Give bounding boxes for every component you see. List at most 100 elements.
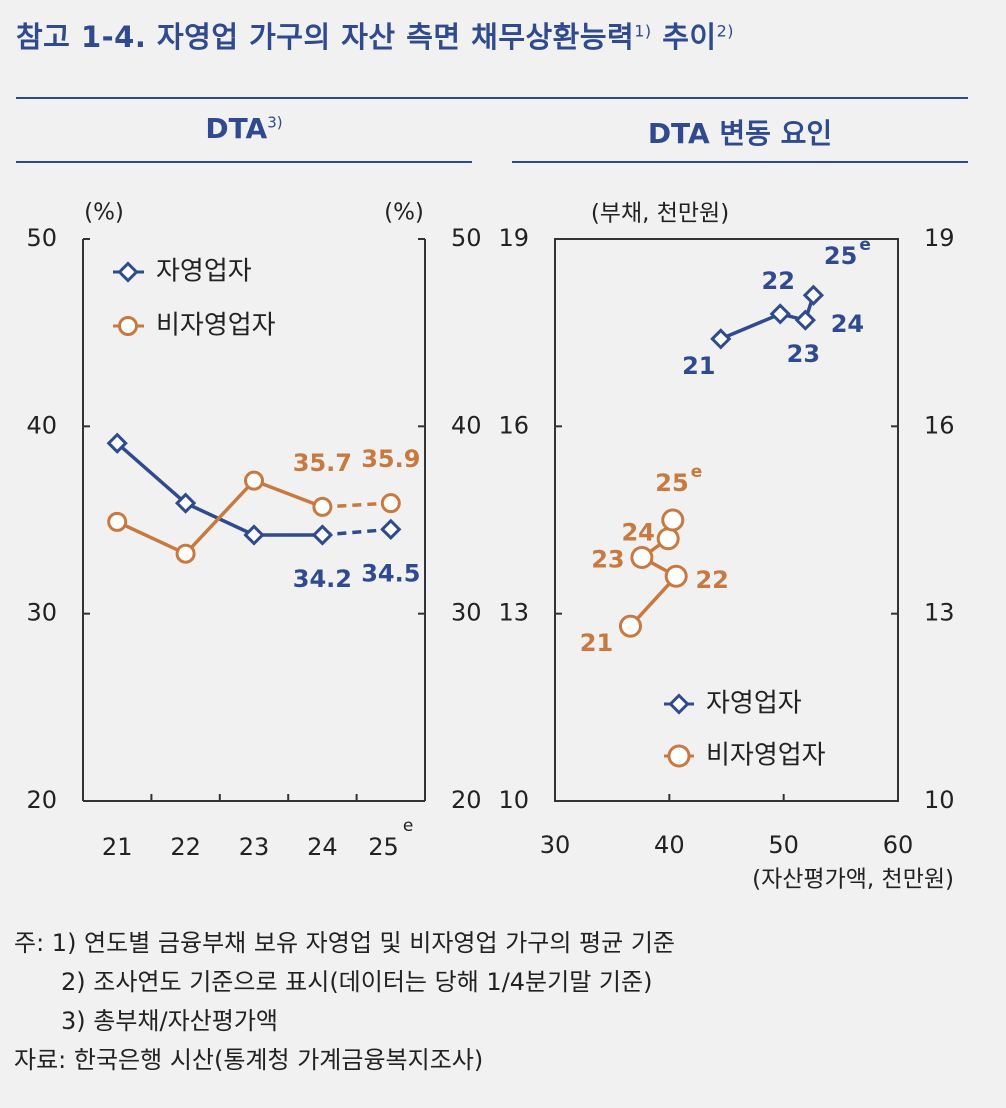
data-point-diamond	[380, 518, 402, 540]
note-line-1: 주: 1) 연도별 금융부채 보유 자영업 및 비자영업 가구의 평균 기준	[14, 929, 676, 957]
x-tick-label-superscript: e	[403, 816, 413, 836]
point-label: 25 e	[655, 462, 702, 497]
data-point-circle	[618, 614, 642, 638]
data-point-diamond	[311, 524, 334, 546]
notes: 주: 1) 연도별 금융부채 보유 자영업 및 비자영업 가구의 평균 기준 2…	[14, 924, 675, 1080]
data-point-circle	[175, 543, 196, 564]
right-panel-rule	[512, 161, 968, 163]
y-tick-label-right: 20	[451, 786, 482, 814]
y-tick-label-right: 30	[451, 599, 482, 627]
data-point-circle	[656, 527, 680, 551]
series-segment	[322, 501, 391, 509]
panel-left-title: DTA3)	[16, 112, 472, 152]
legend-label: 비자영업자	[156, 311, 276, 341]
top-rule	[16, 97, 968, 99]
y-tick-label-right: 19	[924, 224, 955, 252]
point-label: 21	[580, 629, 613, 657]
x-tick-label: 21	[102, 833, 133, 861]
figure-title-sup2: 2)	[716, 21, 735, 41]
legend-label: 자영업자	[156, 257, 252, 287]
y-tick-label-left: 20	[26, 786, 57, 814]
y-tick-label-left: 10	[498, 786, 529, 814]
x-tick-label: 50	[768, 831, 799, 859]
y-axis-label-left: (%)	[84, 200, 124, 226]
point-label: 25 e	[824, 235, 871, 270]
point-label-superscript: e	[859, 235, 871, 255]
data-point-diamond	[106, 432, 128, 454]
panel-left-title-text: DTA	[205, 112, 268, 145]
figure-title-text: 참고 1-4. 자영업 가구의 자산 측면 채무상환능력	[16, 20, 635, 54]
note-line-3: 3) 총부채/자산평가액	[61, 1007, 278, 1035]
series-segment	[184, 479, 256, 555]
legend-circle-marker	[118, 316, 138, 336]
series-segment	[116, 441, 187, 505]
x-tick-label: 40	[654, 831, 685, 859]
figure-title: 참고 1-4. 자영업 가구의 자산 측면 채무상환능력1) 추이2)	[16, 14, 734, 56]
series-segment	[322, 527, 391, 537]
data-point-diamond	[174, 492, 197, 514]
note-line-2: 2) 조사연도 기준으로 표시(데이터는 당해 1/4분기말 기준)	[61, 968, 653, 996]
data-label: 35.9	[361, 445, 420, 473]
legend-diamond-marker	[117, 261, 139, 283]
y-tick-label-left: 40	[26, 411, 57, 439]
y-tick-label-left: 30	[26, 599, 57, 627]
point-label: 22	[762, 267, 795, 295]
series-segment	[116, 520, 187, 556]
figure-title-sup1: 1)	[634, 21, 652, 41]
data-point-circle	[630, 545, 654, 569]
point-label: 23	[787, 340, 820, 368]
series-segment	[253, 479, 324, 509]
y-tick-label-left: 50	[26, 224, 57, 252]
point-label: 24	[831, 310, 864, 338]
point-label-superscript: e	[691, 462, 703, 482]
x-tick-label: 30	[540, 831, 571, 859]
data-point-diamond	[710, 328, 732, 350]
legend-label: 비자영업자	[706, 741, 826, 771]
x-tick-label: 22	[170, 833, 201, 861]
data-label: 35.7	[293, 449, 352, 477]
y-tick-label-right: 16	[924, 411, 955, 439]
y-tick-label-right: 40	[451, 411, 482, 439]
legend-circle-marker	[667, 744, 691, 768]
x-tick-label: 23	[239, 833, 270, 861]
data-point-diamond	[769, 303, 791, 325]
data-point-circle	[107, 511, 128, 532]
data-label: 34.5	[361, 559, 420, 587]
y-axis-label: (부채, 천만원)	[591, 201, 729, 227]
figure-title-after: 추이	[651, 20, 717, 54]
y-tick-label-left: 16	[498, 411, 529, 439]
data-point-circle	[380, 493, 401, 514]
left-panel-rule	[16, 161, 472, 163]
y-tick-label-left: 13	[498, 599, 529, 627]
note-line-4: 자료: 한국은행 시산(통계청 가계금융복지조사)	[14, 1046, 484, 1074]
x-axis-label: (자산평가액, 천만원)	[752, 867, 954, 893]
data-point-circle	[664, 564, 688, 588]
legend-diamond-marker	[668, 693, 690, 715]
data-label: 34.2	[293, 565, 352, 593]
data-point-circle	[661, 508, 685, 532]
x-tick-label: 60	[883, 831, 914, 859]
y-tick-label-right: 50	[451, 224, 482, 252]
y-tick-label-left: 19	[498, 224, 529, 252]
x-tick-label: 25e	[368, 816, 413, 861]
series-path	[720, 294, 816, 341]
plot-frame	[554, 238, 899, 802]
panel-left-title-sup: 3)	[267, 113, 283, 132]
point-label: 22	[695, 566, 728, 594]
data-point-circle	[312, 496, 333, 517]
panel-right-title-text: DTA 변동 요인	[647, 117, 833, 150]
panel-right-title: DTA 변동 요인	[512, 112, 968, 152]
point-label: 24	[621, 519, 654, 547]
y-tick-label-right: 10	[924, 786, 955, 814]
legend-label: 자영업자	[706, 689, 802, 719]
data-point-circle	[244, 470, 264, 491]
point-label: 23	[591, 545, 624, 573]
point-label: 21	[682, 352, 715, 380]
y-axis-label-right: (%)	[384, 200, 424, 226]
data-point-diamond	[243, 524, 265, 546]
x-tick-label: 24	[307, 833, 338, 861]
data-point-diamond	[794, 309, 817, 331]
y-tick-label-right: 13	[924, 599, 955, 627]
data-point-diamond	[802, 284, 825, 306]
